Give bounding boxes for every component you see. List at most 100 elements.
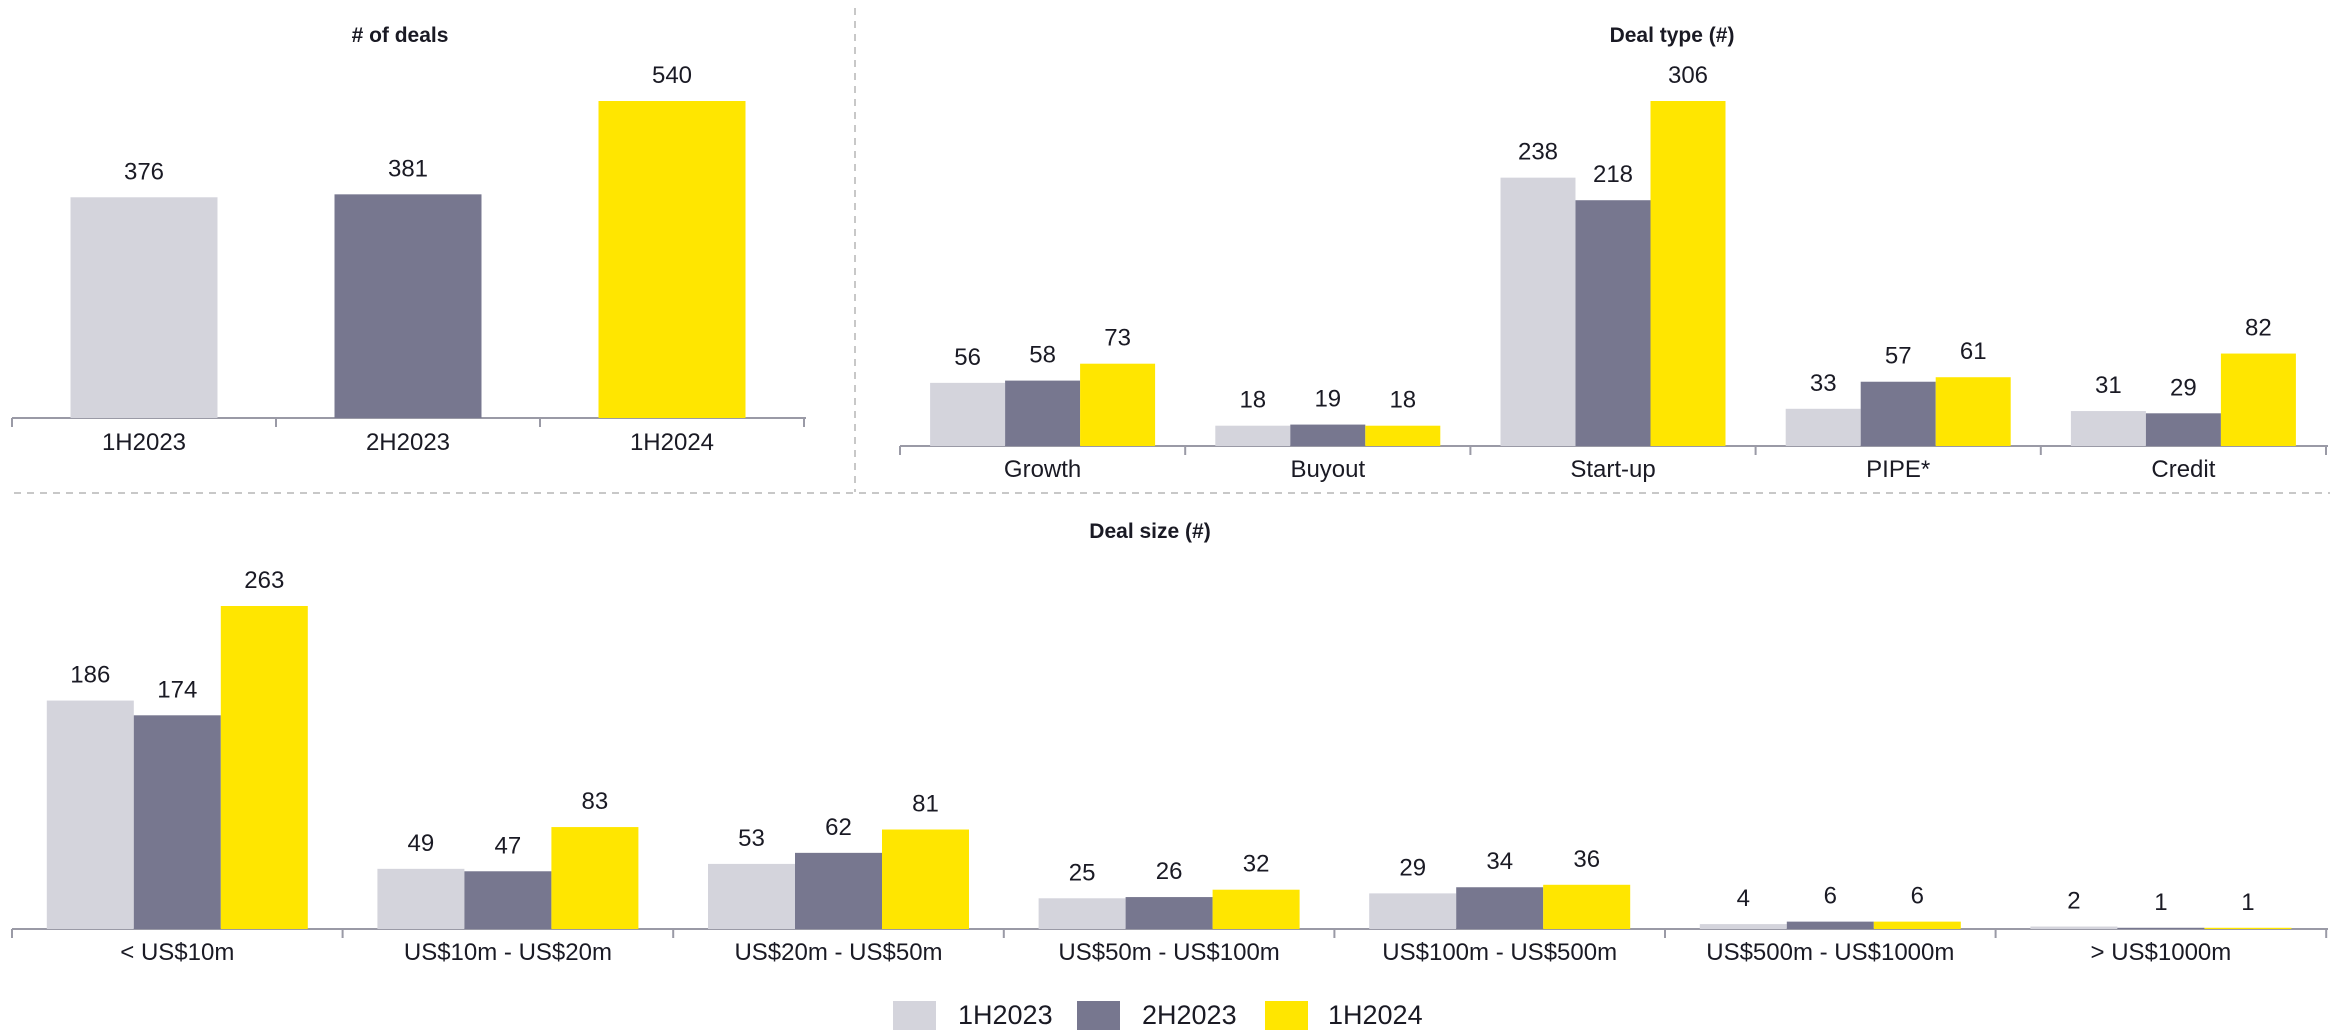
data-label-2h2023: 381 <box>388 155 428 182</box>
bar-us-100m-us-500m-2h2023 <box>1456 887 1544 929</box>
bar-2h2023 <box>334 194 482 418</box>
bar-us-50m-us-100m-2h2023 <box>1125 897 1213 929</box>
data-label-us-500m-us-1000m-2h2023: 6 <box>1824 883 1837 910</box>
bar-us-10m-2h2023 <box>133 715 221 929</box>
bar-pipe-1h2023 <box>1785 408 1861 446</box>
data-label-us-1000m-2h2023: 1 <box>2154 889 2167 916</box>
bar-us-100m-us-500m-1h2024 <box>1543 884 1631 929</box>
bar-us-20m-us-50m-2h2023 <box>795 852 882 929</box>
category-label-pipe: PIPE* <box>1866 456 1930 483</box>
legend: 1H2023 2H2023 1H2024 <box>893 1000 1423 1030</box>
data-label-credit-1h2024: 82 <box>2245 315 2272 342</box>
data-label-pipe-1h2024: 61 <box>1960 338 1987 365</box>
category-label-us-100m-us-500m: US$100m - US$500m <box>1382 939 1617 966</box>
bar-buyout-1h2023 <box>1215 425 1291 446</box>
bar-us-50m-us-100m-1h2024 <box>1212 889 1300 929</box>
chart-title-deal-type: Deal type (#) <box>1610 24 1735 47</box>
data-label-1h2024: 540 <box>652 62 692 89</box>
legend-swatch-2h2023 <box>1077 1001 1120 1030</box>
bar-us-10m-us-20m-1h2024 <box>551 827 639 929</box>
bar-start-up-2h2023 <box>1575 200 1651 446</box>
data-label-us-50m-us-100m-1h2024: 32 <box>1243 851 1270 878</box>
data-label-us-50m-us-100m-1h2023: 25 <box>1069 859 1096 886</box>
category-label-1h2024: 1H2024 <box>630 429 714 456</box>
data-label-us-50m-us-100m-2h2023: 26 <box>1156 858 1183 885</box>
bar-us-10m-1h2024 <box>220 606 308 929</box>
data-label-growth-1h2024: 73 <box>1104 325 1131 352</box>
bar-start-up-1h2023 <box>1500 177 1576 446</box>
data-label-growth-2h2023: 58 <box>1029 342 1056 369</box>
data-label-pipe-2h2023: 57 <box>1885 343 1912 370</box>
data-label-us-10m-2h2023: 174 <box>157 676 197 703</box>
bar-us-500m-us-1000m-1h2024 <box>1873 921 1961 929</box>
bar-pipe-2h2023 <box>1860 381 1936 446</box>
data-label-us-100m-us-500m-1h2024: 36 <box>1573 846 1600 873</box>
data-label-buyout-2h2023: 19 <box>1314 386 1341 413</box>
data-label-us-10m-1h2024: 263 <box>244 567 284 594</box>
data-label-1h2023: 376 <box>124 158 164 185</box>
bar-us-10m-1h2023 <box>46 700 134 929</box>
legend-label-2h2023: 2H2023 <box>1142 1000 1237 1030</box>
bar-us-20m-us-50m-1h2024 <box>882 829 969 929</box>
data-label-us-10m-us-20m-1h2024: 83 <box>582 788 609 815</box>
chart-title-num-deals: # of deals <box>352 24 449 47</box>
bar-buyout-1h2024 <box>1365 425 1441 446</box>
category-label-us-10m-us-20m: US$10m - US$20m <box>404 939 612 966</box>
category-label-credit: Credit <box>2151 456 2215 483</box>
legend-label-1h2023: 1H2023 <box>958 1000 1053 1030</box>
category-label-us-20m-us-50m: US$20m - US$50m <box>734 939 942 966</box>
data-label-growth-1h2023: 56 <box>954 344 981 371</box>
data-label-start-up-1h2024: 306 <box>1668 62 1708 89</box>
data-label-start-up-2h2023: 218 <box>1593 161 1633 188</box>
bar-growth-1h2024 <box>1080 363 1156 446</box>
category-label-1h2023: 1H2023 <box>102 429 186 456</box>
legend-label-1h2024: 1H2024 <box>1328 1000 1423 1030</box>
bar-us-100m-us-500m-1h2023 <box>1369 893 1457 929</box>
bar-pipe-1h2024 <box>1935 377 2011 446</box>
data-label-us-100m-us-500m-2h2023: 34 <box>1486 848 1513 875</box>
data-label-us-100m-us-500m-1h2023: 29 <box>1399 854 1426 881</box>
category-label-us-10m: < US$10m <box>120 939 234 966</box>
bar-us-1000m-1h2023 <box>2030 926 2118 929</box>
bar-credit-1h2023 <box>2070 411 2146 446</box>
category-label-us-50m-us-100m: US$50m - US$100m <box>1058 939 1279 966</box>
legend-swatch-1h2024 <box>1265 1001 1308 1030</box>
bar-buyout-2h2023 <box>1290 424 1366 446</box>
data-label-start-up-1h2023: 238 <box>1518 139 1558 166</box>
category-label-us-1000m: > US$1000m <box>2091 939 2232 966</box>
category-label-us-500m-us-1000m: US$500m - US$1000m <box>1706 939 1954 966</box>
data-label-us-500m-us-1000m-1h2024: 6 <box>1911 883 1924 910</box>
data-label-us-10m-1h2023: 186 <box>70 662 110 689</box>
bar-growth-1h2023 <box>930 382 1006 446</box>
data-label-pipe-1h2023: 33 <box>1810 370 1837 397</box>
data-label-us-20m-us-50m-1h2023: 53 <box>738 825 765 852</box>
bar-start-up-1h2024 <box>1650 101 1726 446</box>
bar-1h2023 <box>70 197 218 418</box>
bar-us-10m-us-20m-1h2023 <box>377 868 465 929</box>
bar-credit-1h2024 <box>2220 353 2296 446</box>
data-label-credit-2h2023: 29 <box>2170 374 2197 401</box>
bar-us-500m-us-1000m-1h2023 <box>1699 924 1787 929</box>
chart-title-deal-size: Deal size (#) <box>1089 520 1210 543</box>
bar-us-500m-us-1000m-2h2023 <box>1786 921 1874 929</box>
data-label-us-500m-us-1000m-1h2023: 4 <box>1737 885 1750 912</box>
data-label-us-1000m-1h2024: 1 <box>2241 889 2254 916</box>
legend-swatch-1h2023 <box>893 1001 936 1030</box>
data-label-us-20m-us-50m-2h2023: 62 <box>825 814 852 841</box>
bar-us-1000m-1h2024 <box>2204 927 2292 929</box>
category-label-growth: Growth <box>1004 456 1081 483</box>
category-label-2h2023: 2H2023 <box>366 429 450 456</box>
bar-1h2024 <box>598 101 746 418</box>
category-label-buyout: Buyout <box>1290 456 1365 483</box>
data-label-us-20m-us-50m-1h2024: 81 <box>912 791 939 818</box>
bar-growth-2h2023 <box>1005 380 1081 446</box>
data-label-buyout-1h2023: 18 <box>1239 387 1266 414</box>
data-label-us-1000m-1h2023: 2 <box>2067 888 2080 915</box>
category-label-start-up: Start-up <box>1570 456 1655 483</box>
data-label-credit-1h2023: 31 <box>2095 372 2122 399</box>
data-label-buyout-1h2024: 18 <box>1389 387 1416 414</box>
bar-credit-2h2023 <box>2145 413 2221 446</box>
bar-us-20m-us-50m-1h2023 <box>708 863 795 929</box>
data-label-us-10m-us-20m-2h2023: 47 <box>495 832 522 859</box>
